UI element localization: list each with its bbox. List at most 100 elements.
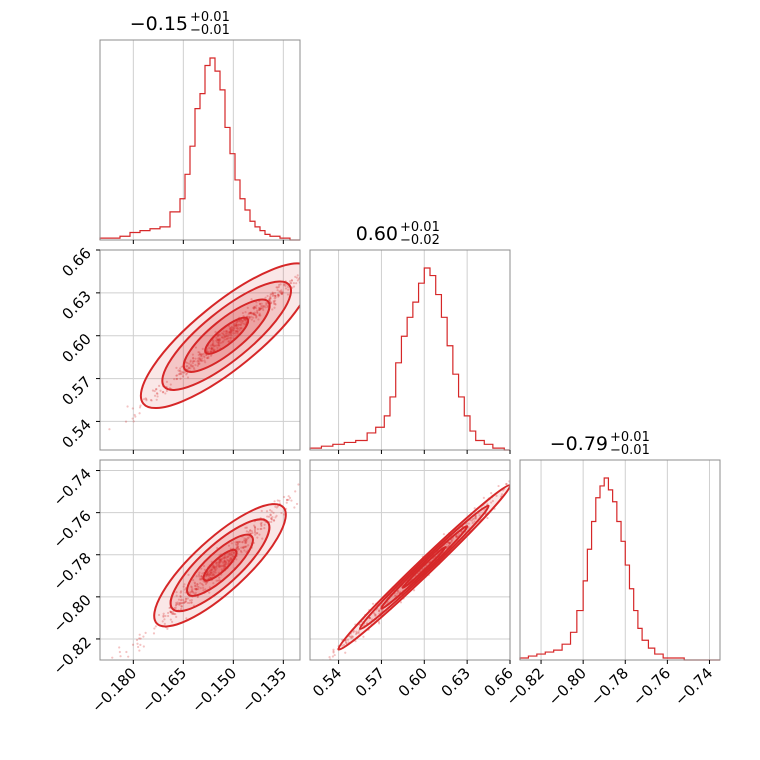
sample-point <box>442 533 446 536</box>
sample-point <box>228 331 231 334</box>
sample-point <box>168 606 171 610</box>
sample-point <box>229 558 232 562</box>
sample-point <box>215 339 218 342</box>
sample-point <box>235 548 238 551</box>
sample-point <box>467 526 470 529</box>
sample-point <box>349 636 353 639</box>
sample-point <box>245 530 248 533</box>
sample-point <box>183 371 186 374</box>
sample-point <box>230 326 233 329</box>
sample-point <box>211 350 214 353</box>
sample-point <box>228 330 231 334</box>
sample-point <box>132 420 135 423</box>
sample-point <box>264 306 267 309</box>
x-tick-label: −0.76 <box>629 664 674 709</box>
sample-point <box>279 292 282 295</box>
sample-point <box>543 449 545 451</box>
sample-point <box>222 330 226 333</box>
sample-point <box>206 573 209 576</box>
sample-point <box>640 359 642 361</box>
sample-point <box>310 268 312 270</box>
sample-point <box>194 346 198 349</box>
sample-point <box>266 305 269 309</box>
sample-point <box>245 545 248 548</box>
sample-point <box>213 565 216 568</box>
sample-point <box>187 366 191 369</box>
sample-point <box>505 482 508 486</box>
sample-point <box>155 392 159 395</box>
sample-point <box>223 335 226 338</box>
sample-point <box>221 557 224 560</box>
sample-point <box>269 514 272 517</box>
sample-point <box>198 362 201 365</box>
sample-point <box>221 336 224 339</box>
sample-point <box>220 336 224 339</box>
sample-point <box>210 567 214 570</box>
sample-point <box>142 645 145 648</box>
sample-point <box>256 528 259 531</box>
sample-point <box>228 559 231 562</box>
sample-point <box>235 326 238 329</box>
sample-point <box>194 591 197 594</box>
sample-point <box>212 348 215 352</box>
sample-point <box>234 332 237 335</box>
sample-point <box>372 612 376 615</box>
sample-point <box>161 391 165 394</box>
sample-point <box>224 332 227 336</box>
sample-point <box>277 283 281 287</box>
sample-point <box>173 606 176 610</box>
sample-point <box>180 598 183 601</box>
sample-point <box>204 354 208 357</box>
sample-point <box>244 541 247 544</box>
sample-point <box>241 322 244 325</box>
sample-point <box>177 603 180 606</box>
sample-point <box>237 540 240 544</box>
sample-point <box>230 328 234 331</box>
sample-point <box>170 620 174 623</box>
sample-point <box>217 564 221 567</box>
sample-point <box>245 526 248 529</box>
sample-point <box>84 451 86 453</box>
x-tick-label: −0.80 <box>545 664 590 709</box>
sample-point <box>138 637 141 640</box>
sample-point <box>263 523 266 526</box>
sample-point <box>225 755 227 757</box>
sample-point <box>253 313 256 316</box>
sample-point <box>295 282 298 285</box>
sample-point <box>201 359 204 363</box>
sample-point <box>218 333 222 336</box>
sample-point <box>199 354 203 357</box>
sample-point <box>224 561 227 564</box>
sample-point <box>206 571 209 574</box>
sample-point <box>276 505 280 508</box>
sample-point <box>274 516 277 519</box>
sample-point <box>474 516 477 519</box>
sample-point <box>194 584 197 588</box>
sample-point <box>559 429 561 431</box>
sample-point <box>282 283 286 287</box>
y-tick-label: 0.66 <box>58 244 94 280</box>
sample-point <box>59 469 61 471</box>
y-tick-label: 0.63 <box>58 287 94 323</box>
sample-point <box>207 356 210 360</box>
sample-point <box>261 304 264 308</box>
sample-point <box>215 567 218 570</box>
sample-point <box>236 545 239 548</box>
sample-point <box>249 311 253 314</box>
sample-point <box>286 293 290 296</box>
sample-point <box>136 642 139 645</box>
sample-point <box>252 313 255 316</box>
x-tick-label: −0.150 <box>188 664 240 716</box>
sample-point <box>229 557 232 560</box>
sample-point <box>236 320 239 323</box>
sample-point <box>212 570 215 573</box>
sample-point <box>236 327 240 330</box>
sample-point <box>272 294 275 297</box>
sample-point <box>228 552 231 555</box>
sample-point <box>328 254 330 256</box>
sample-point <box>153 627 156 630</box>
sample-point <box>189 591 192 594</box>
sample-point <box>180 372 183 376</box>
sample-point <box>238 320 241 323</box>
sample-point <box>219 558 222 562</box>
